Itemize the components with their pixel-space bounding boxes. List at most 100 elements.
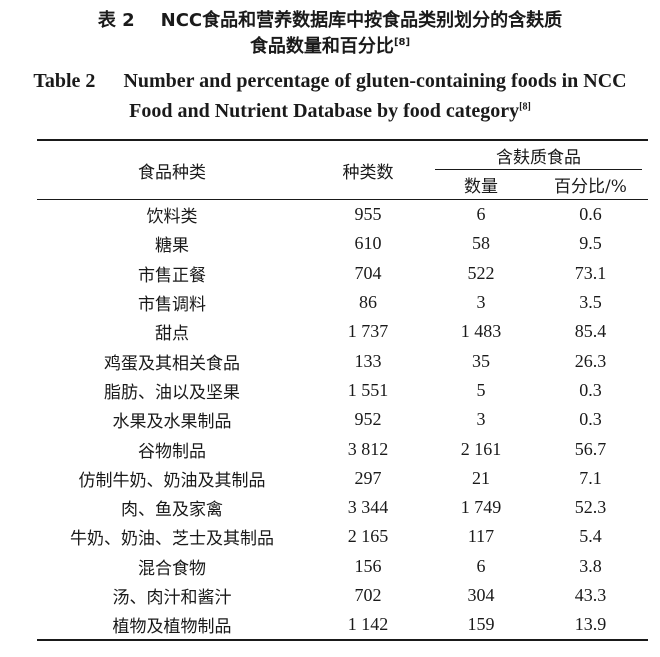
cell-percent: 56.7 <box>574 438 607 459</box>
cell-percent: 0.3 <box>579 409 602 430</box>
cell-count: 6 <box>476 204 486 225</box>
table-row: 谷物制品 3 812 2 161 56.7 <box>37 434 648 463</box>
table-row: 水果及水果制品 952 3 0.3 <box>37 405 648 434</box>
table-row: 脂肪、油以及坚果 1 551 5 0.3 <box>37 376 648 405</box>
cell-category: 鸡蛋及其相关食品 <box>104 353 240 374</box>
english-title-line-1: Table 2 Number and percentage of gluten-c… <box>0 66 660 96</box>
cell-percent: 73.1 <box>574 262 607 283</box>
chinese-title-line-2: 食品数量和百分比[8] <box>0 34 660 60</box>
english-reference-mark: [8] <box>519 101 531 113</box>
cell-count: 117 <box>467 526 495 547</box>
chinese-title-text-2: 食品数量和百分比 <box>249 36 394 57</box>
gluten-foods-table: 食品种类 种类数 含麸质食品 数量 百分比/% 饮料类 955 6 0.6 糖果 610 5… <box>37 139 648 642</box>
table-row: 甜点 1 737 1 483 85.4 <box>37 317 648 346</box>
cell-percent: 0.6 <box>579 204 602 225</box>
cell-percent: 5.4 <box>579 526 602 547</box>
cell-percent: 7.1 <box>579 467 602 488</box>
chinese-title-line-1: 表 2 NCC食品和营养数据库中按食品类别划分的含麸质 <box>0 8 660 34</box>
table-row: 市售调料 86 3 3.5 <box>37 288 648 317</box>
table-row: 混合食物 156 6 3.8 <box>37 552 648 581</box>
table-header: 食品种类 种类数 含麸质食品 数量 百分比/% <box>37 139 648 200</box>
cell-count: 1 483 <box>460 321 502 342</box>
cell-category: 甜点 <box>155 324 189 345</box>
english-title-text-1: Number and percentage of gluten-containi… <box>123 70 627 92</box>
cell-count: 21 <box>472 467 490 488</box>
table-row: 糖果 610 58 9.5 <box>37 229 648 258</box>
cell-types: 952 <box>354 409 382 430</box>
cell-category: 水果及水果制品 <box>112 412 232 433</box>
table-row: 仿制牛奶、奶油及其制品 297 21 7.1 <box>37 464 648 493</box>
cell-category: 牛奶、奶油、芝士及其制品 <box>70 529 274 550</box>
english-title-line-2: Food and Nutrient Database by food categ… <box>0 96 660 126</box>
cell-types: 704 <box>354 262 382 283</box>
header-category: 食品种类 <box>37 139 307 200</box>
cell-percent: 0.3 <box>579 379 602 400</box>
cell-category: 市售调料 <box>138 295 206 316</box>
cell-count: 2 161 <box>460 438 502 459</box>
english-title: Table 2 Number and percentage of gluten-c… <box>0 66 660 126</box>
cell-types: 1 142 <box>307 610 429 642</box>
chinese-title-text-1: NCC食品和营养数据库中按食品类别划分的含麸质 <box>160 10 563 31</box>
cell-types: 2 165 <box>347 526 389 547</box>
header-gluten-group: 含麸质食品 <box>429 139 648 171</box>
cell-category: 汤、肉汁和酱汁 <box>112 588 232 608</box>
cell-types: 1 737 <box>347 321 389 342</box>
cell-count: 58 <box>472 233 490 254</box>
cell-count: 522 <box>467 262 495 283</box>
cell-category: 肉、鱼及家禽 <box>121 500 223 521</box>
table-body: 饮料类 955 6 0.6 糖果 610 58 9.5 市售正餐 704 522 73.1 市售调料 86… <box>37 200 648 642</box>
cell-percent: 3.8 <box>579 555 602 576</box>
cell-percent: 26.3 <box>574 350 607 371</box>
table-row: 市售正餐 704 522 73.1 <box>37 259 648 288</box>
cell-count: 5 <box>476 379 486 400</box>
cell-count: 6 <box>476 555 486 576</box>
cell-types: 702 <box>354 585 382 605</box>
chinese-table-label: 表 2 <box>97 10 135 31</box>
cell-category: 市售正餐 <box>138 265 206 286</box>
cell-percent: 52.3 <box>574 497 607 518</box>
table-row: 饮料类 955 6 0.6 <box>37 200 648 230</box>
cell-count: 3 <box>476 292 486 313</box>
cell-percent: 43.3 <box>574 585 607 605</box>
cell-types: 610 <box>354 233 382 254</box>
chinese-reference-mark: [8] <box>393 37 411 48</box>
cell-count: 304 <box>467 585 495 605</box>
cell-category: 仿制牛奶、奶油及其制品 <box>78 470 266 491</box>
header-row-1: 食品种类 种类数 含麸质食品 <box>37 139 648 200</box>
cell-percent: 85.4 <box>574 321 607 342</box>
table-row: 鸡蛋及其相关食品 133 35 26.3 <box>37 346 648 375</box>
cell-count: 35 <box>472 350 490 371</box>
cell-category: 混合食物 <box>138 558 206 579</box>
table-caption: 表 2 NCC食品和营养数据库中按食品类别划分的含麸质 食品数量和百分比[8] T… <box>0 8 660 126</box>
cell-types: 156 <box>354 555 382 576</box>
cell-category: 植物及植物制品 <box>37 610 307 642</box>
cell-percent: 9.5 <box>579 233 602 254</box>
cell-types: 1 551 <box>347 379 389 400</box>
cell-percent: 13.9 <box>533 610 648 642</box>
table-row: 植物及植物制品 1 142 159 13.9 <box>37 610 648 642</box>
cell-count: 1 749 <box>460 497 502 518</box>
header-row-2: 数量 百分比/% <box>37 170 648 200</box>
chinese-title: 表 2 NCC食品和营养数据库中按食品类别划分的含麸质 食品数量和百分比[8] <box>0 8 660 60</box>
header-types: 种类数 <box>307 139 429 200</box>
cell-types: 86 <box>359 292 377 313</box>
cell-types: 297 <box>354 467 382 488</box>
cell-types: 3 344 <box>347 497 389 518</box>
cell-category: 饮料类 <box>146 207 198 228</box>
cell-types: 955 <box>354 204 382 225</box>
header-percent: 百分比/% <box>533 170 648 200</box>
cell-category: 糖果 <box>155 236 189 257</box>
table-row: 汤、肉汁和酱汁 702 304 43.3 <box>37 581 648 610</box>
cell-category: 脂肪、油以及坚果 <box>104 382 240 403</box>
cell-types: 133 <box>354 350 382 371</box>
english-title-text-2: Food and Nutrient Database by food categ… <box>129 100 520 122</box>
cell-percent: 3.5 <box>579 292 602 313</box>
table-row: 肉、鱼及家禽 3 344 1 749 52.3 <box>37 493 648 522</box>
cell-count: 159 <box>429 610 533 642</box>
table-row: 牛奶、奶油、芝士及其制品 2 165 117 5.4 <box>37 522 648 551</box>
english-table-label: Table 2 <box>33 70 96 92</box>
header-count: 数量 <box>429 170 533 200</box>
cell-category: 谷物制品 <box>138 441 206 462</box>
cell-types: 3 812 <box>347 438 389 459</box>
cell-count: 3 <box>476 409 486 430</box>
